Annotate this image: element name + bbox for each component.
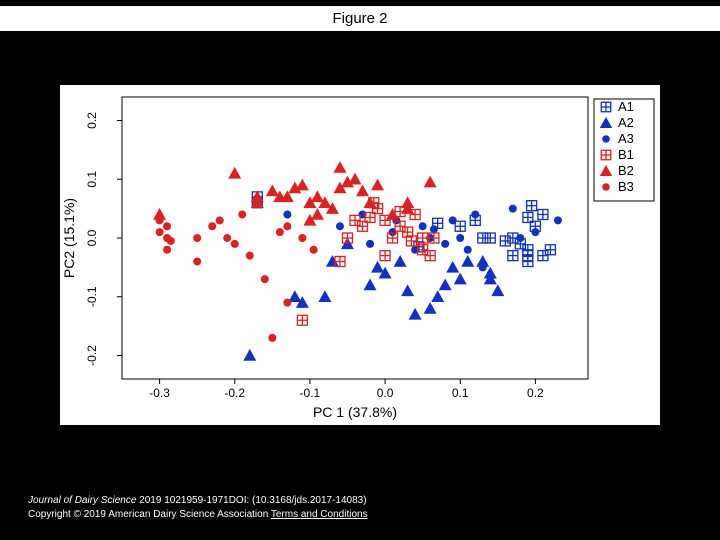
svg-text:0.0: 0.0 (377, 386, 394, 400)
svg-text:B2: B2 (618, 163, 634, 178)
slide: Figure 2 -0.3 -0.2 -0.1 0.0 0.1 0.2 -0.2 -0.1 0.… (0, 0, 720, 540)
journal-name: Journal of Dairy Science (28, 495, 136, 506)
svg-text:0.1: 0.1 (452, 386, 469, 400)
svg-text:0.1: 0.1 (85, 171, 99, 188)
svg-text:B1: B1 (618, 147, 634, 162)
scatter-chart: -0.3 -0.2 -0.1 0.0 0.1 0.2 -0.2 -0.1 0.0 0.1 0.2 PC… (60, 85, 660, 425)
svg-text:A2: A2 (618, 115, 634, 130)
svg-text:0.2: 0.2 (527, 386, 544, 400)
svg-text:-0.2: -0.2 (224, 386, 245, 400)
svg-text:A1: A1 (618, 99, 634, 114)
svg-text:-0.3: -0.3 (149, 386, 170, 400)
svg-text:PC 1 (37.8%): PC 1 (37.8%) (313, 404, 397, 420)
svg-text:PC2 (15.1%): PC2 (15.1%) (61, 198, 77, 278)
terms-link[interactable]: Terms and Conditions (271, 509, 368, 520)
copyright-line: Copyright © 2019 American Dairy Science … (28, 508, 692, 522)
citation-line: Journal of Dairy Science 2019 1021959-19… (28, 494, 692, 508)
svg-text:-0.1: -0.1 (85, 286, 99, 307)
chart-svg: -0.3 -0.2 -0.1 0.0 0.1 0.2 -0.2 -0.1 0.0 0.1 0.2 PC… (60, 85, 660, 425)
figure-title: Figure 2 (0, 6, 720, 31)
citation-footer: Journal of Dairy Science 2019 1021959-19… (28, 494, 692, 522)
svg-text:-0.2: -0.2 (85, 345, 99, 366)
svg-text:0.2: 0.2 (85, 112, 99, 129)
svg-text:A3: A3 (618, 131, 634, 146)
figure-title-text: Figure 2 (332, 10, 387, 27)
svg-text:-0.1: -0.1 (300, 386, 321, 400)
svg-text:0.0: 0.0 (85, 229, 99, 246)
citation-text: 2019 1021959-1971DOI: (10.3168/jds.2017-… (136, 495, 366, 506)
svg-text:B3: B3 (618, 179, 634, 194)
copyright-text: Copyright © 2019 American Dairy Science … (28, 509, 271, 520)
